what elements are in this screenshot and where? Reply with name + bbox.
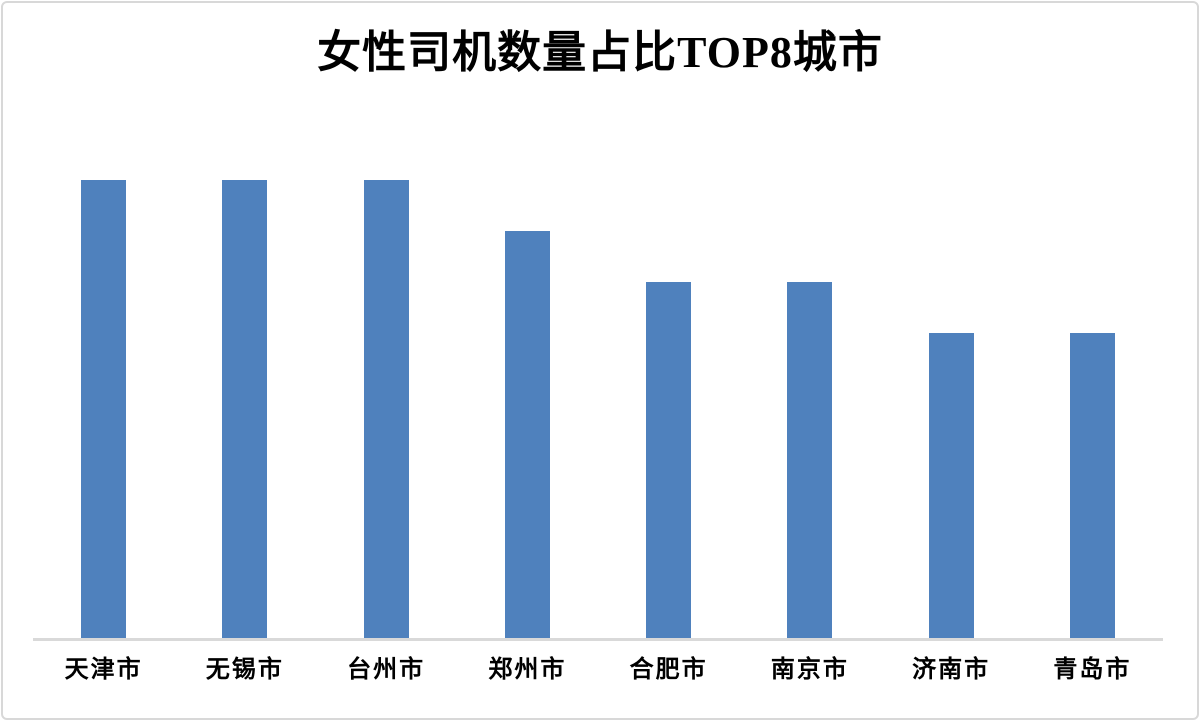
bar-合肥市 [646,281,692,638]
bar-cell [33,129,174,638]
bar-郑州市 [504,230,550,638]
bar-南京市 [787,281,833,638]
x-axis-label-合肥市: 合肥市 [629,657,708,683]
bar-cell [174,129,315,638]
bar-cell [598,129,739,638]
x-axis-label-无锡市: 无锡市 [205,657,284,683]
bar-cell [739,129,880,638]
x-axis-line [33,638,1163,641]
bar-天津市 [81,179,127,638]
bar-cell [881,129,1022,638]
x-axis-label-郑州市: 郑州市 [488,657,567,683]
bar-cell [457,129,598,638]
x-axis-label-南京市: 南京市 [770,657,849,683]
x-axis-label-台州市: 台州市 [347,657,426,683]
chart-title: 女性司机数量占比TOP8城市 [317,28,883,77]
bar-青岛市 [1069,332,1115,638]
bar-台州市 [363,179,409,638]
bars-container [33,129,1163,638]
x-axis-labels: 天津市 无锡市 台州市 郑州市 合肥市 南京市 济南市 青岛市 [33,655,1163,686]
plot-area [33,129,1163,641]
x-axis-label-天津市: 天津市 [64,657,143,683]
bar-cell [316,129,457,638]
x-axis-label-济南市: 济南市 [912,657,991,683]
bar-无锡市 [222,179,268,638]
bar-济南市 [928,332,974,638]
x-axis-label-青岛市: 青岛市 [1053,657,1132,683]
bar-cell [1022,129,1163,638]
